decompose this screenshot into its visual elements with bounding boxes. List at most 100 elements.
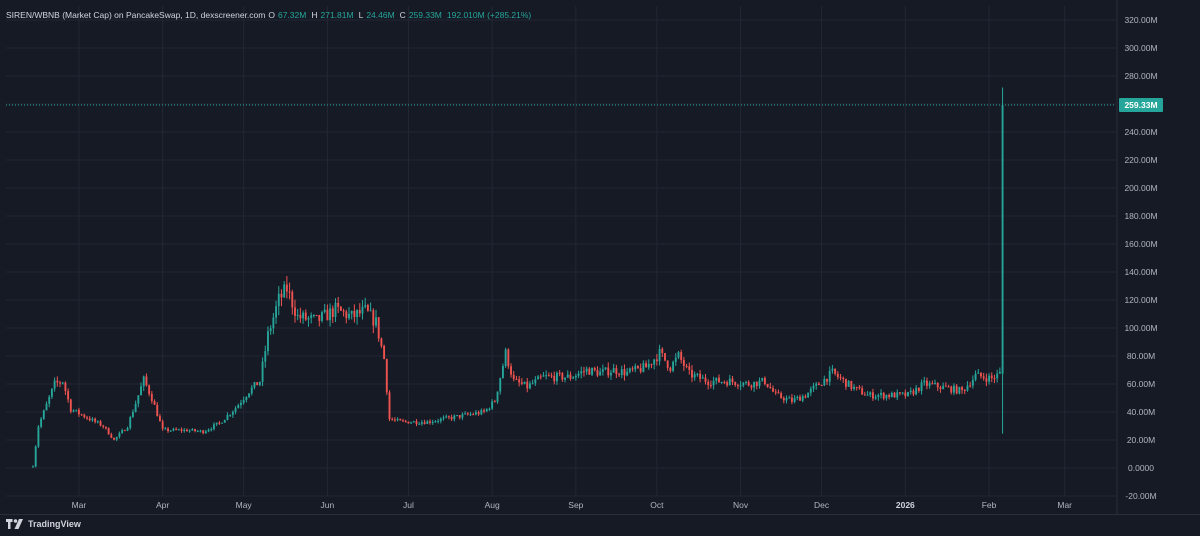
candle-body — [312, 315, 315, 317]
candle — [696, 372, 699, 377]
candle-body — [407, 421, 410, 424]
candle — [234, 406, 237, 415]
candle — [980, 372, 982, 379]
time-axis[interactable]: Mar Apr May Jun Jul Aug Sep Oct Nov Dec 2026 Feb Mar — [72, 500, 1073, 510]
candle — [699, 370, 702, 383]
candle — [628, 367, 631, 374]
candle-body — [736, 385, 739, 387]
candle-body — [118, 433, 121, 437]
high-label: H — [311, 10, 318, 20]
y-tick-label: 120.00M — [1124, 295, 1157, 305]
candle-body — [169, 430, 172, 432]
candle — [161, 419, 164, 431]
candle-body — [539, 376, 542, 378]
candle-body — [958, 387, 961, 394]
candle-body — [553, 375, 556, 382]
candle — [720, 381, 723, 384]
y-tick-label: 180.00M — [1124, 211, 1157, 221]
candle-body — [723, 381, 726, 383]
candle — [404, 419, 407, 423]
candle-body — [213, 424, 215, 430]
candle-body — [537, 376, 539, 380]
y-tick-label: 280.00M — [1124, 71, 1157, 81]
candle — [240, 399, 242, 409]
candle — [439, 417, 442, 424]
candle — [175, 427, 178, 431]
candle — [639, 363, 642, 374]
candle — [647, 359, 650, 370]
candle — [591, 367, 594, 376]
candle-body — [474, 412, 477, 415]
candle — [458, 414, 461, 420]
candle — [523, 381, 526, 385]
candle — [334, 298, 337, 323]
candle-body — [847, 380, 850, 387]
candle-body — [591, 367, 594, 375]
price-axis[interactable]: -20.00M 0.0000 20.00M 40.00M 60.00M 80.00M 100… — [1124, 15, 1157, 501]
candle — [863, 391, 866, 396]
candle — [499, 377, 502, 395]
candle — [615, 364, 618, 379]
candle-body — [745, 381, 747, 383]
candle-body — [699, 373, 702, 379]
candle — [958, 386, 961, 395]
candle — [996, 369, 999, 383]
change-value: 192.010M (+285.21%) — [446, 10, 532, 20]
candle — [480, 408, 483, 416]
candle-body — [774, 391, 777, 393]
candle — [75, 409, 78, 412]
candle — [410, 421, 413, 424]
candle-body — [285, 284, 288, 292]
candle — [934, 379, 936, 385]
candle-body — [863, 394, 866, 396]
candle — [539, 373, 542, 380]
candle — [294, 299, 296, 323]
candle-body — [828, 370, 831, 382]
candle-body — [331, 308, 334, 317]
candle-body — [329, 308, 332, 321]
candle-body — [32, 466, 34, 468]
candle — [893, 391, 896, 398]
candle-body — [982, 376, 985, 379]
candle-body — [493, 401, 496, 403]
candle — [275, 300, 278, 324]
candle-body — [688, 366, 691, 370]
candle — [372, 308, 375, 334]
candle-body — [931, 383, 934, 385]
candle-body — [269, 328, 272, 332]
candle-body — [218, 422, 221, 424]
close-value: 259.33M — [408, 10, 442, 20]
candle — [415, 419, 418, 427]
candle — [766, 383, 769, 388]
candle — [169, 430, 172, 432]
candle-body — [834, 368, 837, 374]
candle-body — [196, 431, 199, 433]
candle — [655, 353, 658, 366]
candle-body — [742, 382, 745, 386]
candle — [880, 389, 882, 399]
candle — [915, 385, 918, 396]
candle — [272, 312, 275, 335]
candle-body — [134, 403, 137, 413]
candle-body — [839, 377, 842, 379]
candle-body — [140, 386, 142, 396]
y-tick-label: 220.00M — [1124, 155, 1157, 165]
candle — [299, 307, 302, 323]
candle — [250, 385, 253, 396]
tradingview-logo[interactable]: TradingView — [6, 517, 81, 531]
candle — [626, 368, 629, 377]
candle — [969, 381, 972, 388]
candle-body — [844, 378, 847, 387]
candle-body — [720, 381, 723, 383]
symbol-legend[interactable]: SIREN/WBNB (Market Cap) on PancakeSwap, … — [6, 8, 533, 22]
candle — [691, 365, 693, 383]
candle-body — [801, 396, 804, 401]
candle-body — [639, 368, 642, 372]
candle-body — [267, 331, 269, 352]
candle — [391, 417, 394, 421]
candle — [661, 347, 664, 358]
candle-body — [882, 392, 885, 399]
candle-body — [369, 310, 372, 312]
candle — [772, 385, 774, 393]
